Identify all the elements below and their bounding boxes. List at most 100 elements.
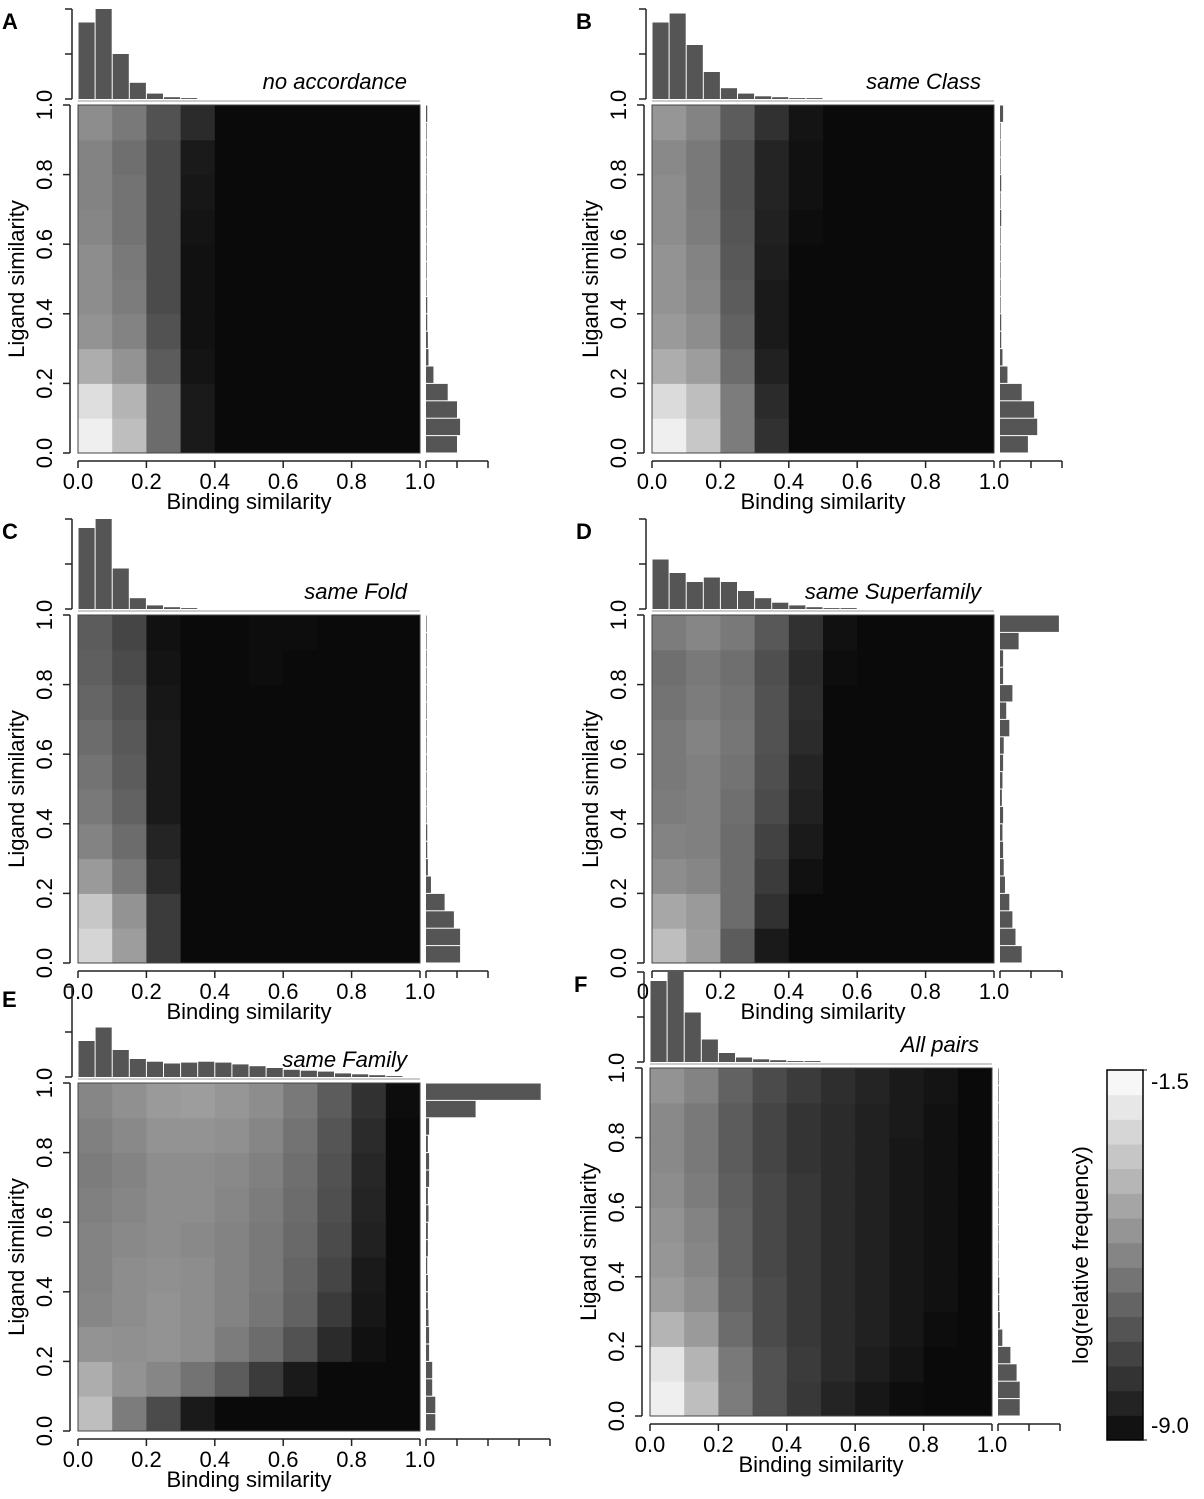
heatmap-cell — [351, 1257, 387, 1293]
top-hist-bar — [718, 1053, 735, 1062]
heatmap-cell — [351, 754, 387, 790]
y-tick-label: 0.0 — [32, 948, 57, 979]
heatmap-cell — [317, 1083, 353, 1119]
heatmap-cell — [283, 754, 318, 790]
heatmap-cell — [857, 615, 892, 651]
heatmap-cell — [891, 348, 927, 384]
right-hist-bar — [426, 1187, 428, 1205]
panel-letter: C — [2, 519, 18, 544]
heatmap-cell — [891, 615, 927, 651]
heatmap-cell — [78, 313, 113, 350]
heatmap-cell — [957, 1276, 993, 1313]
heatmap-cell — [385, 754, 421, 790]
heatmap-cell — [317, 928, 353, 964]
heatmap-cell — [925, 383, 961, 419]
right-hist-bar — [1000, 789, 1002, 806]
heatmap-cell — [718, 1311, 754, 1347]
heatmap-cell — [957, 1207, 993, 1243]
heatmap-cell — [857, 719, 892, 755]
heatmap-cell — [754, 789, 790, 825]
heatmap-cell — [788, 279, 824, 315]
heatmap-cell — [752, 1102, 788, 1139]
top-hist-bar — [95, 9, 112, 99]
panel-title: same Family — [282, 1047, 409, 1072]
heatmap-cell — [718, 1207, 754, 1243]
heatmap-cell — [112, 1326, 147, 1362]
right-hist-bar — [426, 1222, 428, 1240]
heatmap-cell — [652, 823, 687, 860]
heatmap-cell — [317, 105, 353, 141]
heatmap-cell — [652, 139, 687, 176]
heatmap-cell — [959, 928, 995, 964]
heatmap-cell — [317, 244, 353, 280]
heatmap-cell — [78, 1396, 113, 1432]
heatmap-cell — [78, 139, 113, 176]
heatmap-frame — [77, 614, 421, 964]
heatmap-cell — [720, 383, 756, 419]
y-tick-label: 0.8 — [606, 669, 631, 700]
right-hist-bar — [998, 1242, 999, 1259]
colorbar-tick-label: -9.0 — [1151, 1413, 1189, 1438]
heatmap-cell — [317, 893, 353, 929]
heatmap-cell — [720, 754, 756, 790]
heatmap-cell — [317, 1361, 353, 1397]
y-tick-label: 1.0 — [32, 90, 57, 121]
heatmap-cell — [180, 244, 216, 280]
heatmap-cell — [652, 279, 687, 315]
heatmap-cell — [823, 823, 858, 860]
heatmap-cell — [78, 649, 113, 686]
x-tick-label: 0.0 — [63, 469, 94, 494]
heatmap-cell — [923, 1276, 959, 1313]
heatmap-cell — [351, 174, 387, 210]
heatmap-cell — [718, 1276, 754, 1313]
heatmap-cell — [923, 1068, 959, 1104]
heatmap-cell — [857, 684, 892, 720]
top-hist-bar — [772, 97, 789, 99]
heatmap-cell — [752, 1242, 788, 1278]
right-hist-bar — [998, 1190, 999, 1207]
heatmap-cell — [891, 893, 927, 929]
heatmap-cell — [821, 1276, 856, 1313]
top-hist-bar — [352, 1074, 369, 1077]
top-hist-bar — [703, 577, 720, 609]
heatmap-cell — [925, 244, 961, 280]
top-hist-bar — [652, 22, 669, 99]
right-hist-bar — [998, 1381, 1020, 1399]
x-tick-label: 0.4 — [774, 469, 805, 494]
right-hist-bar — [998, 1120, 999, 1138]
heatmap-cell — [857, 823, 892, 860]
y-tick-label: 0.6 — [32, 739, 57, 770]
x-tick-label: 1.0 — [979, 469, 1010, 494]
heatmap-cell — [720, 719, 756, 755]
heatmap-cell — [385, 858, 421, 894]
heatmap-cell — [718, 1381, 754, 1417]
heatmap-cell — [925, 858, 961, 894]
x-axis-label: Binding similarity — [166, 999, 331, 1024]
heatmap-cell — [720, 209, 756, 245]
heatmap-cell — [891, 789, 927, 825]
heatmap-cell — [317, 418, 353, 454]
heatmap-cell — [146, 418, 182, 454]
top-hist-bar — [703, 72, 720, 99]
heatmap-cell — [283, 383, 318, 419]
top-hist-bar — [335, 1073, 352, 1077]
right-hist-bar — [1000, 436, 1028, 453]
heatmap-cell — [385, 1396, 421, 1432]
right-hist-bar — [426, 859, 428, 876]
x-tick-label: 0.4 — [200, 979, 231, 1004]
right-hist-bar — [426, 1327, 430, 1344]
heatmap-cell — [351, 615, 387, 651]
heatmap-cell — [684, 1172, 719, 1208]
heatmap-cell — [112, 1361, 147, 1397]
heatmap-cell — [686, 279, 721, 315]
y-tick-label: 0.6 — [32, 1207, 57, 1238]
heatmap-cell — [351, 313, 387, 350]
heatmap-cell — [317, 615, 353, 651]
heatmap-cell — [351, 1361, 387, 1397]
heatmap-cell — [385, 615, 421, 651]
heatmap-cell — [385, 649, 421, 686]
right-hist-bar — [1000, 772, 1003, 789]
heatmap-cell — [957, 1102, 993, 1139]
heatmap-cell — [821, 1068, 856, 1104]
heatmap-cell — [385, 1117, 421, 1154]
